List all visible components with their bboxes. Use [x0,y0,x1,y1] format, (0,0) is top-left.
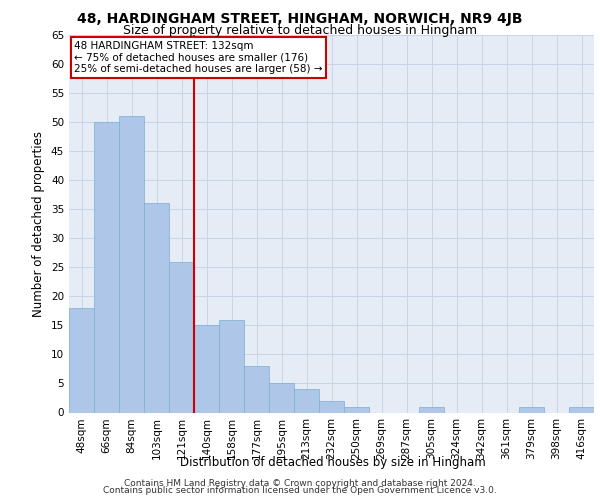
Bar [294,390,319,412]
Text: Size of property relative to detached houses in Hingham: Size of property relative to detached ho… [123,24,477,37]
Bar [269,384,294,412]
Bar [144,204,169,412]
Y-axis label: Number of detached properties: Number of detached properties [32,130,46,317]
Text: Distribution of detached houses by size in Hingham: Distribution of detached houses by size … [180,456,486,469]
Text: Contains public sector information licensed under the Open Government Licence v3: Contains public sector information licen… [103,486,497,495]
Bar [119,116,144,412]
Bar [69,308,94,412]
Text: Contains HM Land Registry data © Crown copyright and database right 2024.: Contains HM Land Registry data © Crown c… [124,478,476,488]
Bar [519,406,544,412]
Bar [244,366,269,412]
Bar [94,122,119,412]
Bar [194,326,219,412]
Text: 48 HARDINGHAM STREET: 132sqm
← 75% of detached houses are smaller (176)
25% of s: 48 HARDINGHAM STREET: 132sqm ← 75% of de… [74,40,323,74]
Bar [344,406,369,412]
Bar [569,406,594,412]
Bar [169,262,194,412]
Text: 48, HARDINGHAM STREET, HINGHAM, NORWICH, NR9 4JB: 48, HARDINGHAM STREET, HINGHAM, NORWICH,… [77,12,523,26]
Bar [319,401,344,412]
Bar [219,320,244,412]
Bar [419,406,444,412]
